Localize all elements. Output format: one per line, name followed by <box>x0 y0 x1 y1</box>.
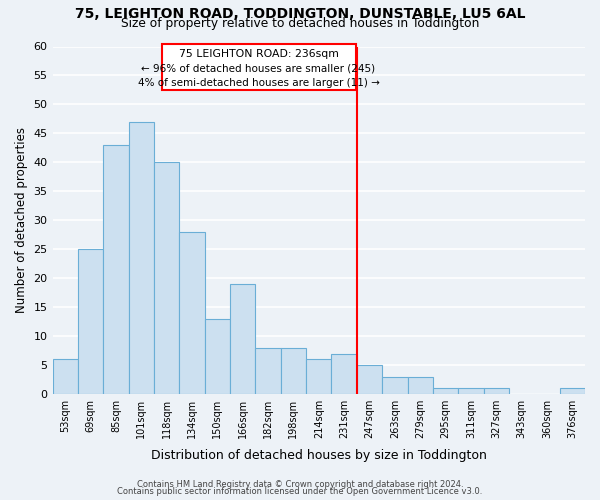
Bar <box>560 388 585 394</box>
Text: 4% of semi-detached houses are larger (11) →: 4% of semi-detached houses are larger (1… <box>137 78 379 88</box>
Bar <box>331 354 357 394</box>
X-axis label: Distribution of detached houses by size in Toddington: Distribution of detached houses by size … <box>151 450 487 462</box>
Bar <box>53 360 78 394</box>
Bar <box>256 348 281 394</box>
Text: ← 96% of detached houses are smaller (245): ← 96% of detached houses are smaller (24… <box>142 64 376 74</box>
Bar <box>281 348 306 394</box>
Bar <box>382 377 407 394</box>
Text: Contains public sector information licensed under the Open Government Licence v3: Contains public sector information licen… <box>118 487 482 496</box>
Bar <box>458 388 484 394</box>
Bar <box>433 388 458 394</box>
Bar <box>306 360 331 394</box>
Bar <box>230 284 256 394</box>
Text: Size of property relative to detached houses in Toddington: Size of property relative to detached ho… <box>121 18 479 30</box>
Text: Contains HM Land Registry data © Crown copyright and database right 2024.: Contains HM Land Registry data © Crown c… <box>137 480 463 489</box>
Bar <box>357 365 382 394</box>
Bar <box>78 250 103 394</box>
Bar <box>154 162 179 394</box>
Bar <box>407 377 433 394</box>
Bar <box>484 388 509 394</box>
Text: 75, LEIGHTON ROAD, TODDINGTON, DUNSTABLE, LU5 6AL: 75, LEIGHTON ROAD, TODDINGTON, DUNSTABLE… <box>75 8 525 22</box>
Bar <box>103 145 128 394</box>
Text: 75 LEIGHTON ROAD: 236sqm: 75 LEIGHTON ROAD: 236sqm <box>179 50 338 59</box>
Y-axis label: Number of detached properties: Number of detached properties <box>15 128 28 314</box>
Bar <box>128 122 154 394</box>
FancyBboxPatch shape <box>161 44 356 90</box>
Bar <box>205 319 230 394</box>
Bar <box>179 232 205 394</box>
